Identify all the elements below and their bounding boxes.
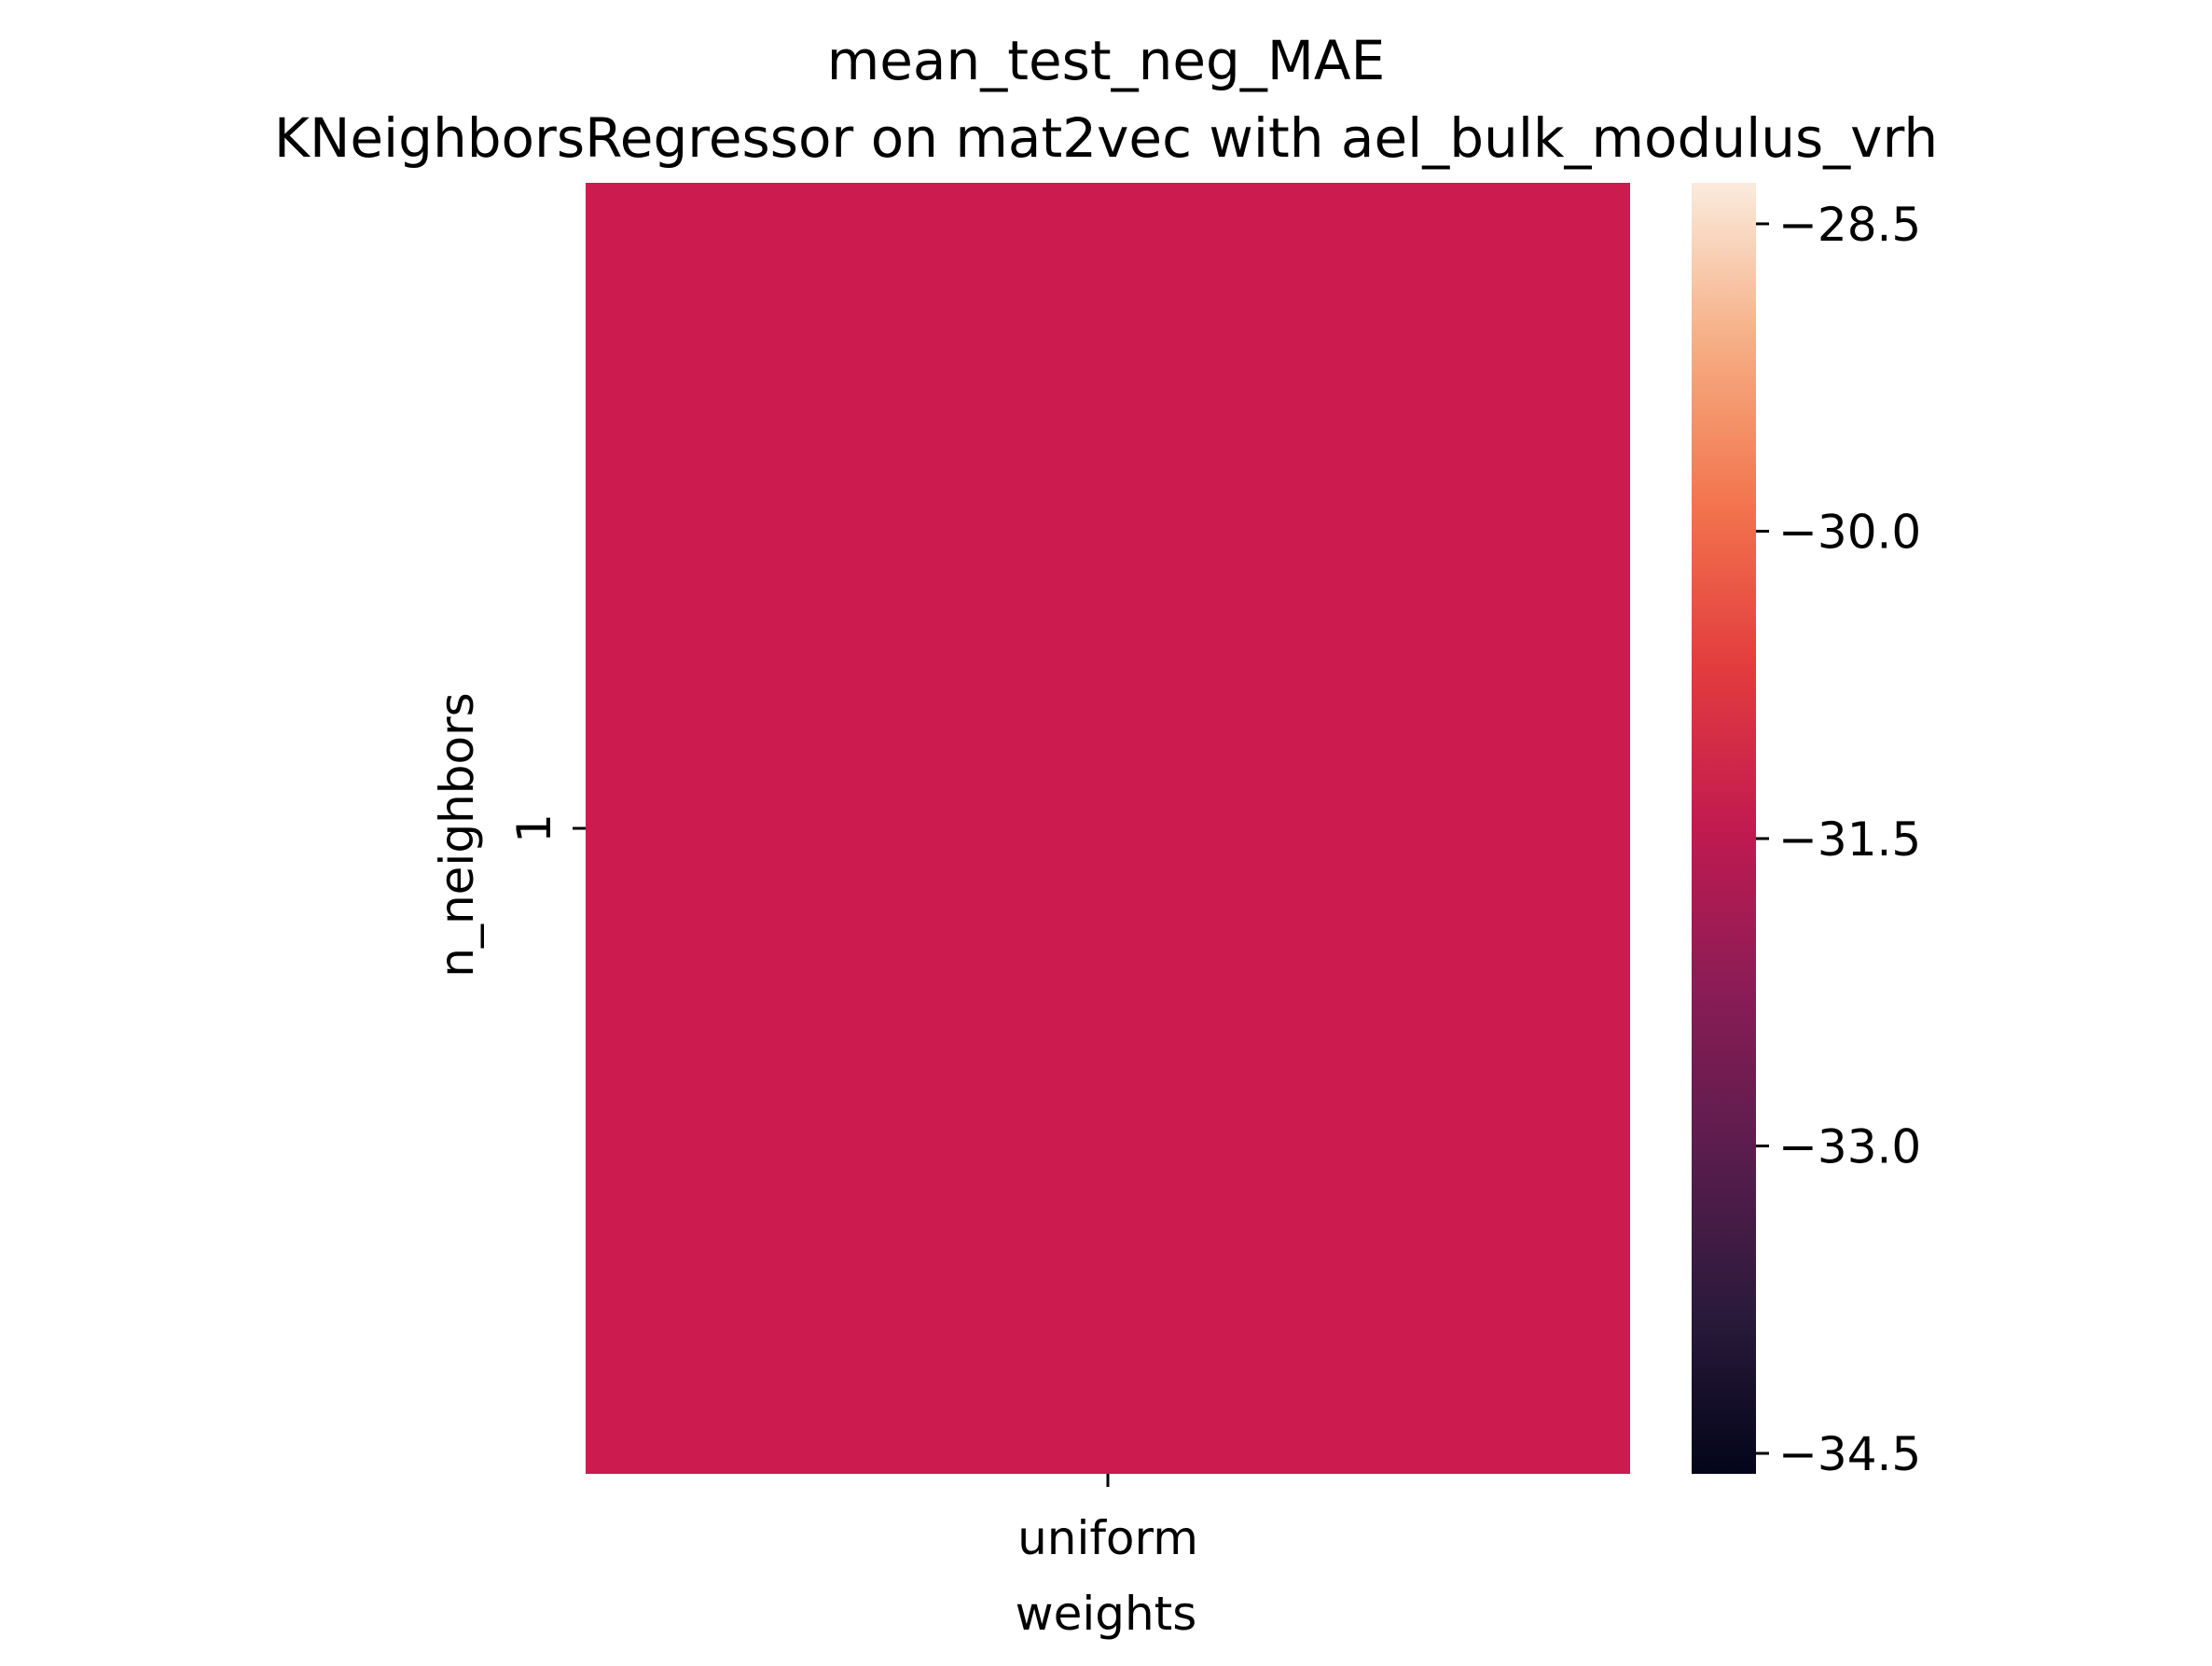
- y-tick-label: 1: [507, 813, 561, 843]
- chart-title-line-2: KNeighborsRegressor on mat2vec with ael_…: [274, 106, 1938, 170]
- colorbar-tick-label: −31.5: [1778, 812, 1921, 867]
- heatmap-cells: [586, 183, 1630, 1474]
- y-axis-label: n_neighbors: [430, 692, 484, 977]
- colorbar-axis: −34.5 −33.0 −31.5 −30.0 −28.5: [1756, 198, 1921, 1481]
- chart-title-line-1: mean_test_neg_MAE: [827, 29, 1386, 92]
- heatmap-cell: [586, 183, 1630, 1474]
- colorbar-tick-label: −28.5: [1778, 198, 1921, 252]
- x-axis: uniform: [1017, 1474, 1198, 1565]
- colorbar-tick-label: −34.5: [1778, 1427, 1921, 1481]
- colorbar: [1692, 183, 1756, 1474]
- x-axis-label: weights: [1016, 1587, 1197, 1641]
- colorbar-tick-label: −33.0: [1778, 1120, 1921, 1174]
- x-tick-label: uniform: [1017, 1511, 1198, 1565]
- colorbar-tick-label: −30.0: [1778, 505, 1921, 559]
- y-axis: 1: [507, 813, 586, 843]
